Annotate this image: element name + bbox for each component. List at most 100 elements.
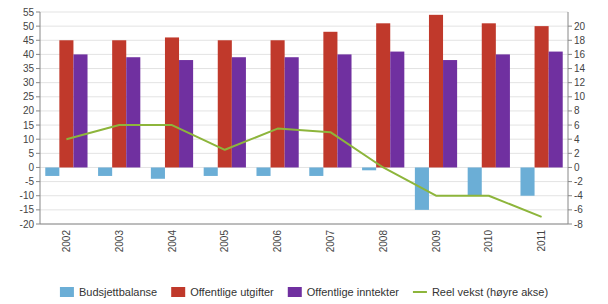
y-tick bbox=[36, 181, 40, 182]
y-tick-label: 50 bbox=[23, 21, 35, 32]
bar bbox=[98, 167, 112, 175]
bar bbox=[443, 60, 457, 167]
y2-tick bbox=[568, 195, 572, 196]
y2-tick bbox=[568, 68, 572, 69]
y2-tick-label: -2 bbox=[574, 176, 583, 187]
y2-tick-label: 20 bbox=[574, 21, 586, 32]
y2-tick bbox=[568, 181, 572, 182]
y-tick-label: -5 bbox=[25, 176, 34, 187]
plot-area bbox=[45, 15, 562, 217]
x-tick-label: 2005 bbox=[219, 230, 230, 253]
bar bbox=[165, 37, 179, 167]
y-tick bbox=[36, 68, 40, 69]
bar bbox=[482, 23, 496, 167]
y-axis bbox=[40, 12, 41, 224]
y-tick bbox=[36, 167, 40, 168]
legend-label: Offentlige inntekter bbox=[307, 286, 399, 298]
legend-label: Reel vekst (høyre akse) bbox=[432, 286, 548, 298]
x-axis bbox=[40, 224, 568, 225]
y-tick bbox=[36, 82, 40, 83]
y2-tick bbox=[568, 125, 572, 126]
bar bbox=[256, 167, 270, 175]
bar bbox=[323, 32, 337, 168]
bar bbox=[151, 167, 165, 178]
bar bbox=[112, 40, 126, 167]
bar bbox=[535, 26, 549, 167]
y-tick-label: -20 bbox=[20, 219, 35, 230]
y-tick-label: 0 bbox=[28, 162, 34, 173]
x-tick-label: 2010 bbox=[483, 230, 494, 253]
grid-line bbox=[40, 181, 568, 182]
legend-item: Budsjettbalanse bbox=[60, 286, 157, 298]
y-tick bbox=[36, 54, 40, 55]
grid-line bbox=[40, 12, 568, 13]
x-tick-label: 2004 bbox=[167, 230, 178, 253]
y2-tick-label: -4 bbox=[574, 190, 583, 201]
legend-swatch bbox=[413, 291, 427, 293]
y2-tick-label: 4 bbox=[574, 134, 580, 145]
y-tick-label: 25 bbox=[23, 91, 35, 102]
bar bbox=[271, 40, 285, 167]
y2-tick bbox=[568, 82, 572, 83]
y-tick-label: -15 bbox=[20, 204, 35, 215]
y2-tick bbox=[568, 110, 572, 111]
x-tick-label: 2002 bbox=[61, 230, 72, 253]
bar bbox=[73, 54, 87, 167]
y2-tick-label: 10 bbox=[574, 91, 586, 102]
y2-tick-label: -6 bbox=[574, 204, 583, 215]
y2-tick-label: 0 bbox=[574, 162, 580, 173]
y-tick bbox=[36, 125, 40, 126]
legend-item: Reel vekst (høyre akse) bbox=[413, 286, 548, 298]
y-tick-label: 55 bbox=[23, 7, 35, 18]
y-tick bbox=[36, 139, 40, 140]
bar bbox=[376, 23, 390, 167]
y2-tick bbox=[568, 40, 572, 41]
y2-tick bbox=[568, 209, 572, 210]
y-tick-label: 5 bbox=[28, 148, 34, 159]
legend: BudsjettbalanseOffentlige utgifterOffent… bbox=[60, 286, 548, 298]
bar bbox=[496, 54, 510, 167]
bar bbox=[362, 167, 376, 170]
x-tick-label: 2008 bbox=[378, 230, 389, 253]
y-tick-label: -10 bbox=[20, 190, 35, 201]
chart: -20-15-10-50510152025303540455055-8-6-4-… bbox=[0, 0, 608, 304]
y-tick-label: 45 bbox=[23, 35, 35, 46]
y-tick-label: 15 bbox=[23, 120, 35, 131]
bar bbox=[520, 167, 534, 195]
legend-swatch bbox=[171, 287, 185, 297]
y-tick bbox=[36, 26, 40, 27]
y2-tick bbox=[568, 153, 572, 154]
x-tick-label: 2006 bbox=[272, 230, 283, 253]
bar bbox=[285, 57, 299, 167]
bar bbox=[45, 167, 59, 175]
bar bbox=[232, 57, 246, 167]
x-tick-label: 2007 bbox=[325, 230, 336, 253]
y-tick bbox=[36, 195, 40, 196]
bar bbox=[59, 40, 73, 167]
y2-axis bbox=[568, 12, 569, 224]
y2-tick bbox=[568, 224, 572, 225]
legend-label: Budsjettbalanse bbox=[79, 286, 157, 298]
y2-tick bbox=[568, 139, 572, 140]
y-tick bbox=[36, 96, 40, 97]
line bbox=[66, 125, 541, 217]
y-tick bbox=[36, 110, 40, 111]
y-tick-label: 10 bbox=[23, 134, 35, 145]
bar bbox=[549, 52, 563, 168]
bar bbox=[390, 52, 404, 168]
x-tick-label: 2003 bbox=[114, 230, 125, 253]
y-tick-label: 20 bbox=[23, 105, 35, 116]
bar bbox=[179, 60, 193, 167]
y-tick bbox=[36, 12, 40, 13]
y2-tick-label: -8 bbox=[574, 219, 583, 230]
y-tick bbox=[36, 209, 40, 210]
y2-tick bbox=[568, 26, 572, 27]
y2-tick bbox=[568, 96, 572, 97]
bar bbox=[468, 167, 482, 195]
legend-item: Offentlige inntekter bbox=[288, 286, 399, 298]
y2-tick-label: 18 bbox=[574, 35, 586, 46]
y2-tick-label: 8 bbox=[574, 105, 580, 116]
y2-tick-label: 6 bbox=[574, 120, 580, 131]
y-tick-label: 35 bbox=[23, 63, 35, 74]
y2-tick-label: 12 bbox=[574, 77, 586, 88]
